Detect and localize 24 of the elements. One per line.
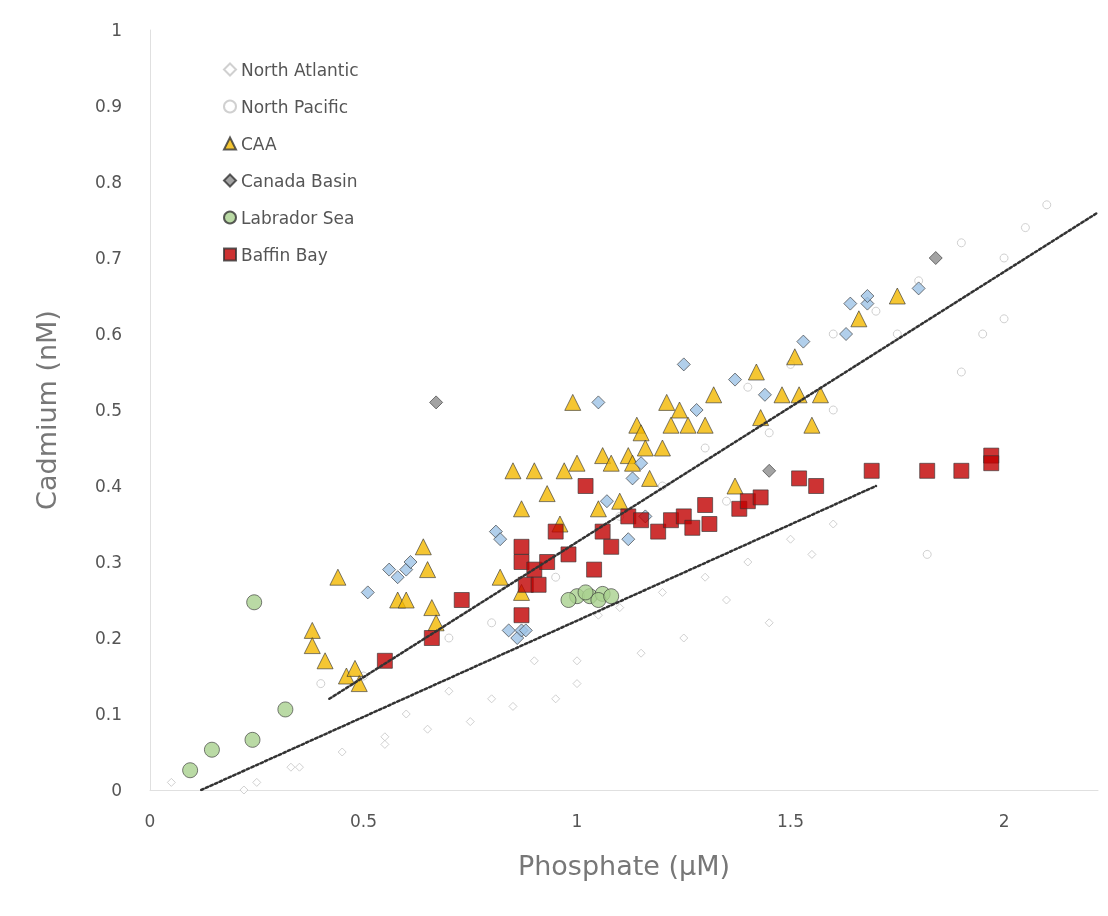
y-tick-label: 0.4 bbox=[94, 476, 122, 496]
legend-label: Canada Basin bbox=[241, 170, 358, 191]
legend-label: Labrador Sea bbox=[241, 207, 355, 228]
y-tick-label: 0.7 bbox=[94, 248, 122, 268]
y-tick-label: 0.6 bbox=[94, 324, 122, 344]
y-axis-title: Cadmium (nM) bbox=[31, 310, 62, 510]
legend-label: CAA bbox=[241, 133, 277, 154]
legend-label: Baffin Bay bbox=[241, 244, 328, 265]
y-tick-label: 0.5 bbox=[94, 400, 122, 420]
y-tick-label: 0.9 bbox=[94, 96, 122, 116]
x-tick-label: 1 bbox=[571, 810, 583, 831]
x-tick-label: 2 bbox=[998, 810, 1010, 831]
x-tick-label: 0.5 bbox=[349, 810, 378, 831]
legend-label: North Pacific bbox=[241, 96, 348, 117]
legend-label: North Atlantic bbox=[241, 59, 359, 80]
y-tick-label: 0.1 bbox=[94, 704, 122, 724]
y-tick-label: 0.2 bbox=[94, 628, 122, 648]
x-axis-title: Phosphate (µM) bbox=[517, 850, 731, 881]
y-tick-label: 0 bbox=[111, 780, 122, 800]
x-tick-label: 0 bbox=[144, 810, 156, 831]
y-tick-label: 0.3 bbox=[94, 552, 122, 572]
y-tick-label: 0.8 bbox=[94, 172, 122, 192]
y-tick-label: 1 bbox=[111, 20, 122, 40]
x-tick-label: 1.5 bbox=[777, 810, 805, 831]
